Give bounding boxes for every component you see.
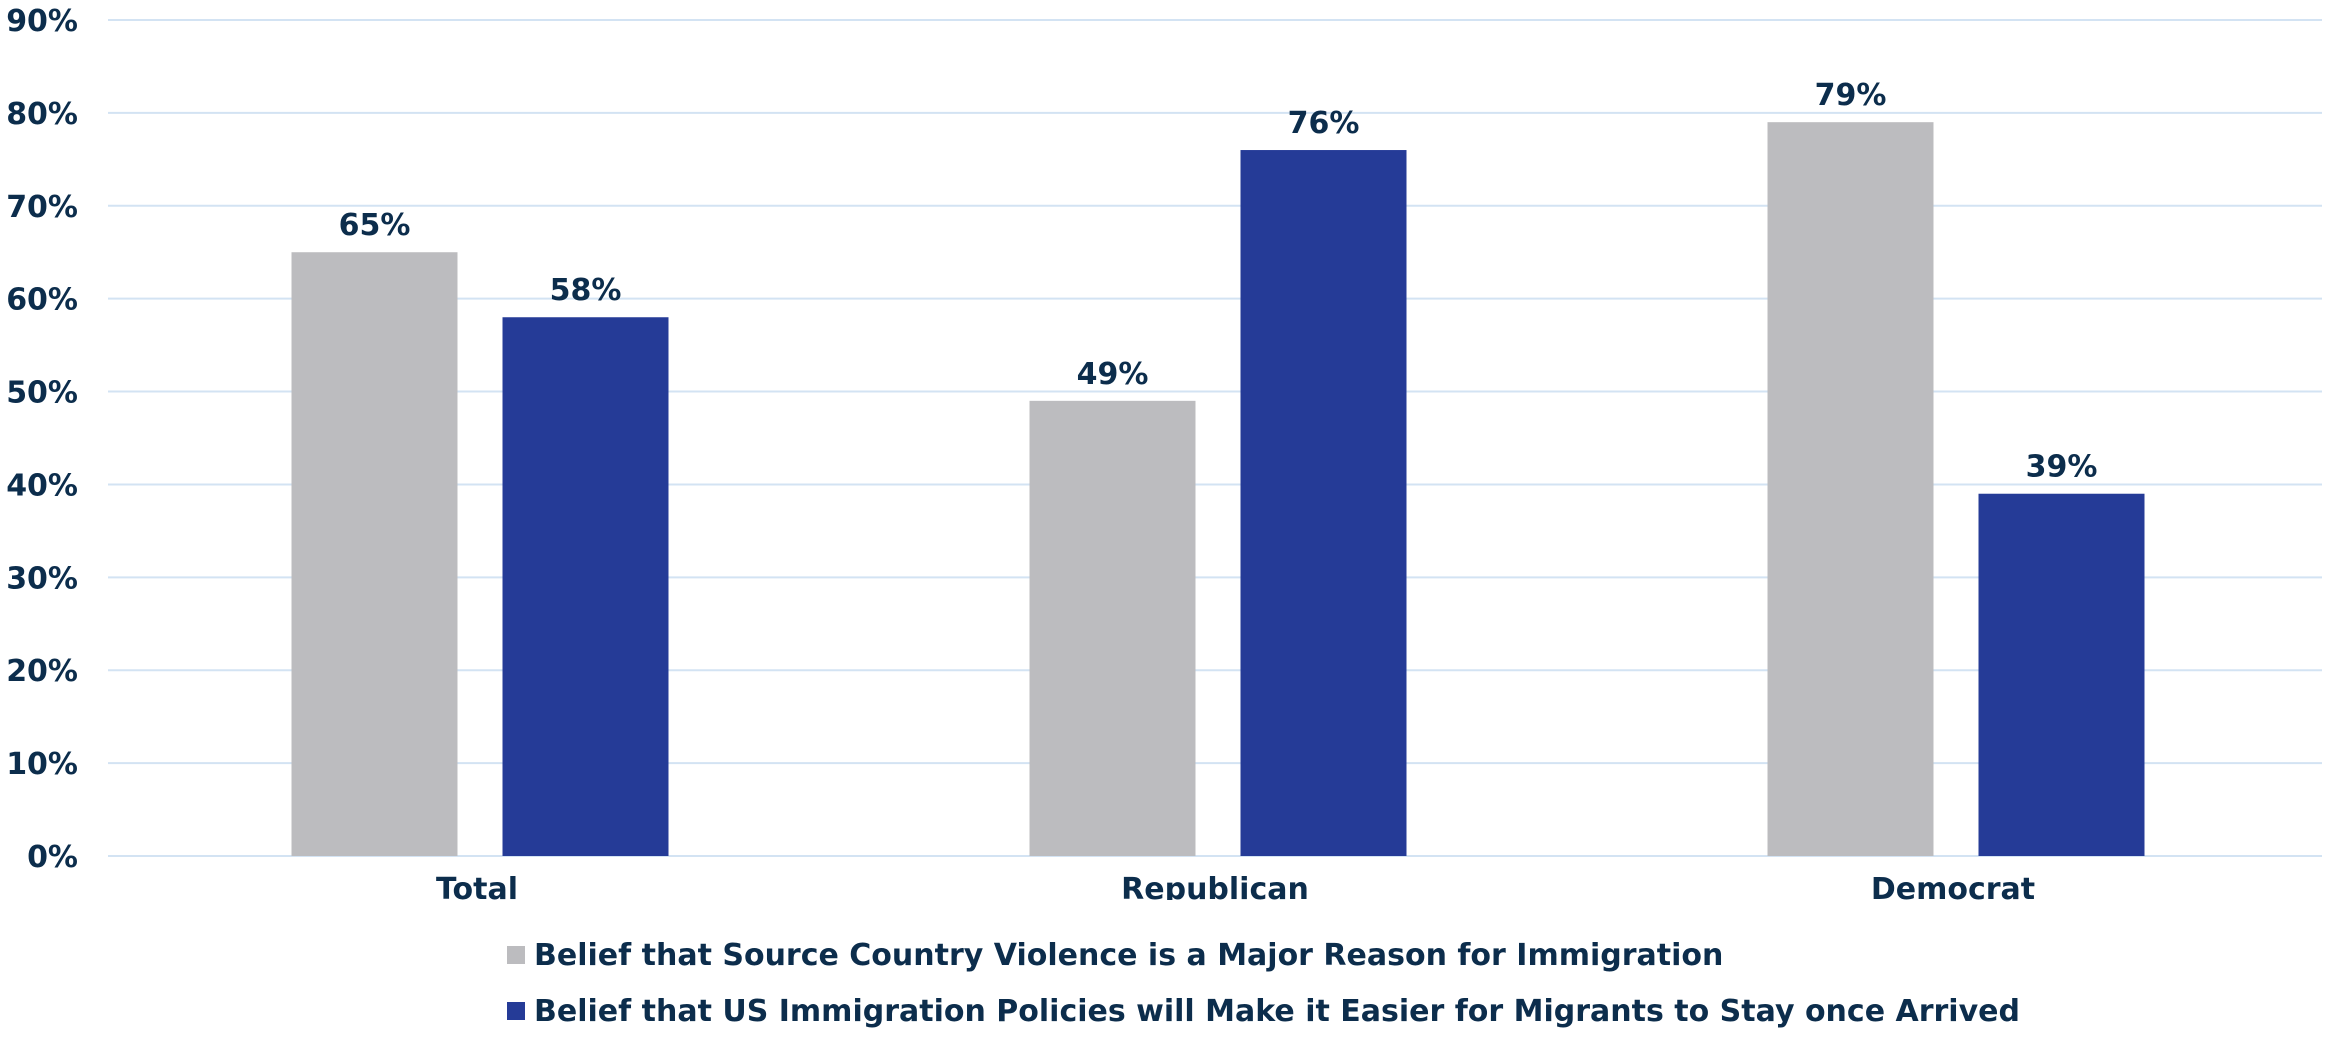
- y-tick-label: 40%: [6, 468, 78, 503]
- legend-label-series-2: Belief that US Immigration Policies will…: [534, 993, 2020, 1029]
- bar: [291, 252, 458, 856]
- y-tick-label: 10%: [6, 747, 78, 782]
- data-label: 58%: [550, 273, 622, 308]
- y-tick-label: 70%: [6, 190, 78, 225]
- bar-chart: 0% 10% 20% 30% 40% 50% 60% 70% 80% 90% 65% 58% Total…: [6, 4, 2322, 907]
- legend-swatch-series-2: [507, 1002, 525, 1020]
- legend-swatch-series-1: [507, 946, 525, 964]
- data-label: 39%: [2026, 450, 2098, 485]
- legend-item-series-2: Belief that US Immigration Policies will…: [507, 990, 2020, 1032]
- y-tick-label: 20%: [6, 654, 78, 689]
- y-tick-label: 90%: [6, 4, 78, 39]
- x-tick-label: Republican: [1121, 872, 1309, 900]
- data-label: 76%: [1288, 106, 1360, 141]
- bar: [1240, 150, 1407, 857]
- y-tick-label: 80%: [6, 97, 78, 132]
- data-label: 65%: [339, 208, 411, 243]
- y-tick-label: 50%: [6, 376, 78, 411]
- x-tick-label: Democrat: [1871, 872, 2035, 900]
- data-label: 79%: [1815, 78, 1887, 113]
- bar: [1767, 122, 1934, 856]
- legend: Belief that Source Country Violence is a…: [507, 934, 2020, 1046]
- bar: [502, 317, 669, 856]
- legend-item-series-1: Belief that Source Country Violence is a…: [507, 934, 2020, 976]
- x-tick-label: Total: [436, 872, 518, 900]
- y-tick-label: 30%: [6, 561, 78, 596]
- data-label: 49%: [1077, 357, 1149, 392]
- y-tick-label: 0%: [27, 840, 78, 875]
- bar: [1029, 400, 1196, 856]
- legend-label-series-1: Belief that Source Country Violence is a…: [534, 937, 1724, 973]
- y-tick-label: 60%: [6, 283, 78, 318]
- bar: [1978, 493, 2145, 856]
